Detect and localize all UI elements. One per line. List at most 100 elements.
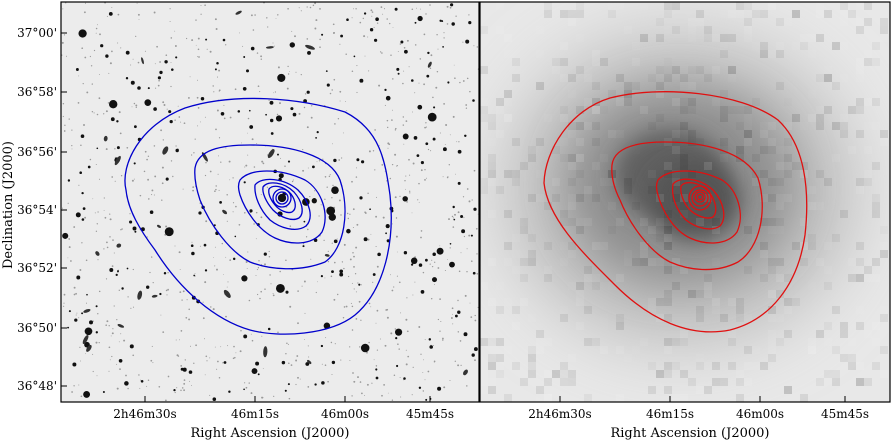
noise-speck — [395, 235, 398, 238]
noise-speck — [476, 253, 478, 255]
noise-speck — [65, 55, 68, 57]
noise-speck — [356, 91, 358, 94]
noise-speck — [232, 357, 235, 360]
emission-pixel — [816, 394, 824, 402]
noise-speck — [289, 70, 290, 72]
star — [164, 60, 168, 64]
emission-pixel — [648, 122, 656, 130]
noise-speck — [221, 242, 223, 245]
star — [321, 381, 325, 385]
star — [472, 99, 475, 102]
noise-speck — [204, 281, 207, 284]
noise-speck — [452, 115, 455, 118]
noise-speck — [474, 319, 477, 322]
emission-pixel — [664, 298, 672, 306]
emission-pixel — [544, 378, 552, 386]
emission-pixel — [848, 146, 856, 154]
noise-speck — [144, 50, 146, 52]
emission-pixel — [832, 82, 840, 90]
noise-speck — [177, 105, 179, 107]
noise-speck — [434, 261, 436, 263]
emission-pixel — [760, 362, 768, 370]
noise-speck — [396, 165, 398, 167]
noise-speck — [158, 385, 161, 388]
noise-speck — [430, 150, 432, 152]
contour-level-1 — [124, 97, 392, 335]
noise-speck — [264, 288, 266, 290]
emission-pixel — [824, 370, 832, 378]
noise-speck — [98, 74, 100, 76]
emission-pixel — [672, 394, 680, 402]
emission-pixel — [560, 154, 568, 162]
noise-speck — [291, 30, 293, 32]
star — [377, 252, 381, 257]
emission-pixel — [592, 82, 600, 90]
star — [129, 220, 133, 224]
emission-pixel — [552, 370, 560, 378]
emission-pixel — [704, 274, 712, 282]
noise-speck — [367, 238, 370, 241]
star — [129, 344, 134, 349]
noise-speck — [345, 100, 347, 102]
emission-pixel — [536, 50, 544, 58]
noise-speck — [255, 275, 257, 276]
emission-pixel — [856, 178, 864, 186]
star — [130, 80, 135, 85]
noise-speck — [277, 331, 279, 334]
emission-pixel — [632, 146, 640, 154]
noise-speck — [209, 50, 212, 53]
emission-pixel — [664, 26, 672, 34]
emission-pixel — [680, 194, 688, 202]
emission-pixel — [696, 386, 704, 394]
emission-pixel — [680, 202, 688, 210]
noise-speck — [406, 330, 409, 333]
noise-speck — [96, 113, 99, 116]
noise-speck — [118, 111, 121, 114]
emission-pixel — [640, 218, 648, 226]
emission-pixel — [664, 314, 672, 322]
noise-speck — [85, 302, 88, 304]
emission-pixel — [560, 242, 568, 250]
emission-pixel — [720, 314, 728, 322]
noise-speck — [218, 137, 221, 139]
emission-pixel — [592, 82, 600, 90]
noise-speck — [194, 273, 196, 275]
emission-pixel — [800, 122, 808, 130]
noise-speck — [158, 79, 160, 82]
emission-pixel — [480, 26, 488, 34]
contour-level-2 — [611, 141, 763, 271]
noise-speck — [75, 314, 77, 316]
emission-pixel — [800, 162, 808, 170]
galaxy — [427, 61, 432, 68]
noise-speck — [216, 368, 218, 370]
noise-speck — [162, 101, 165, 104]
emission-pixel — [592, 58, 600, 66]
noise-speck — [266, 154, 269, 156]
star — [447, 81, 450, 84]
emission-pixel — [776, 218, 784, 226]
emission-pixel — [816, 34, 824, 42]
noise-speck — [307, 386, 310, 388]
noise-speck — [209, 357, 211, 359]
star — [219, 201, 222, 204]
noise-speck — [196, 96, 199, 99]
star — [428, 338, 432, 341]
noise-speck — [132, 354, 135, 357]
noise-speck — [388, 143, 391, 146]
noise-speck — [439, 298, 441, 300]
noise-speck — [199, 121, 201, 123]
emission-pixel — [736, 146, 744, 154]
emission-pixel — [544, 242, 552, 250]
emission-pixel — [760, 170, 768, 178]
emission-pixel — [560, 114, 568, 122]
galaxy — [324, 254, 330, 257]
noise-speck — [399, 377, 401, 378]
noise-speck — [160, 129, 163, 132]
emission-pixel — [536, 338, 544, 346]
noise-speck — [83, 124, 85, 126]
emission-pixel — [728, 106, 736, 114]
noise-speck — [331, 242, 333, 244]
emission-pixel — [808, 346, 816, 354]
noise-speck — [396, 275, 398, 277]
noise-speck — [151, 256, 153, 258]
